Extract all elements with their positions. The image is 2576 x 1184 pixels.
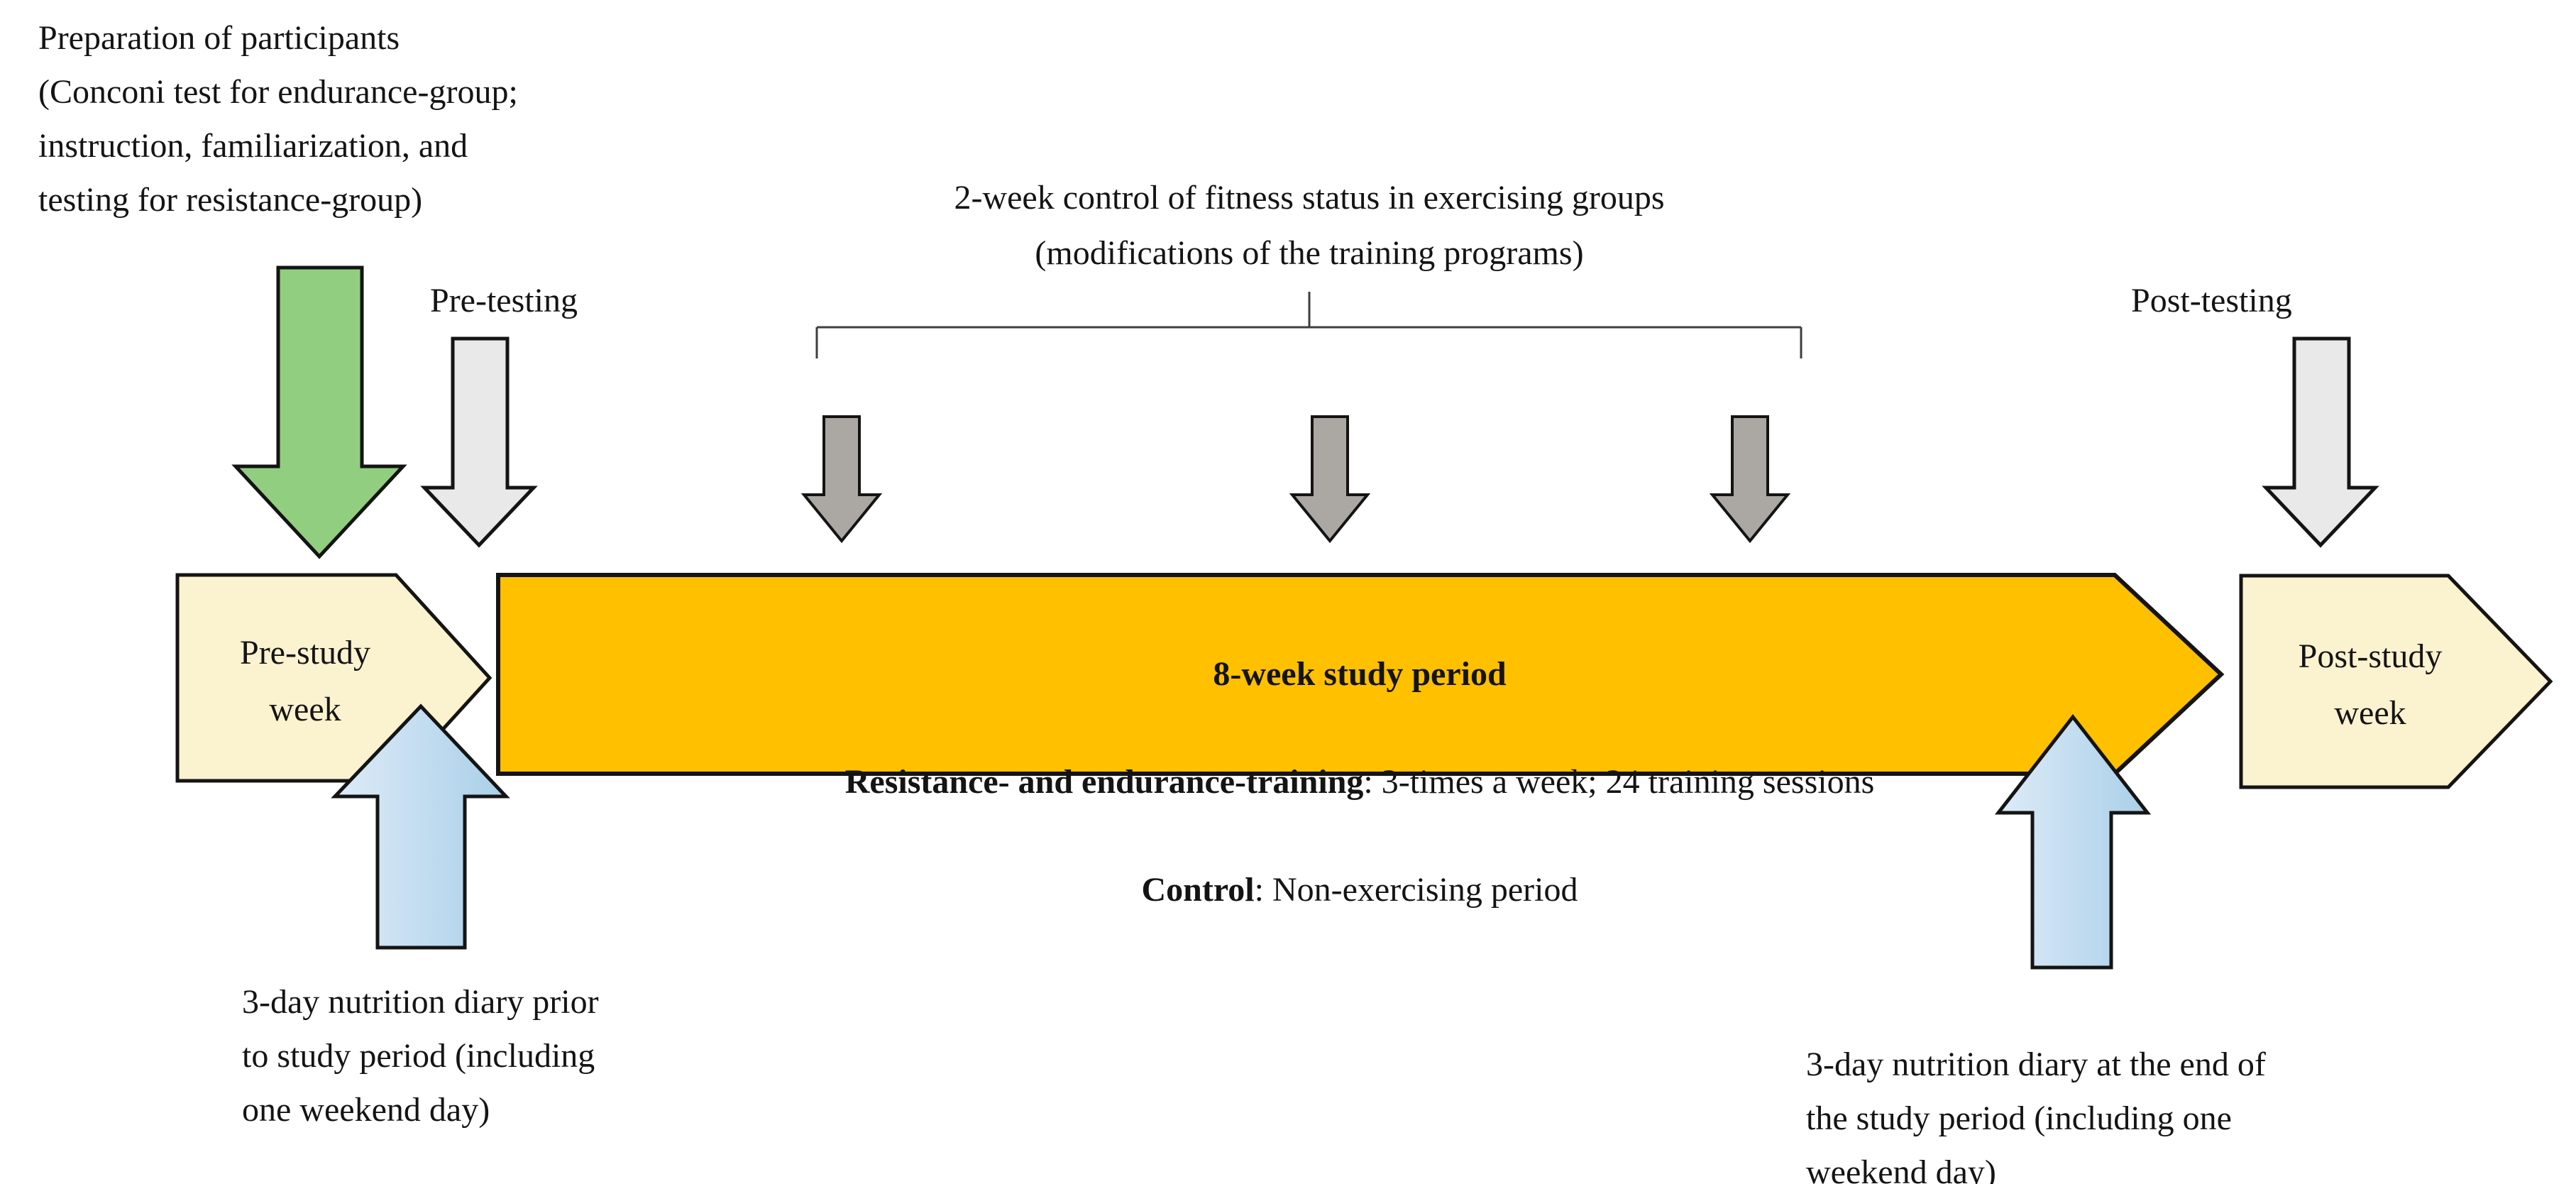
pre-testing-down-arrow-icon bbox=[420, 336, 538, 548]
pre-testing-label: Pre-testing bbox=[430, 282, 578, 319]
post-testing-label: Post-testing bbox=[2131, 282, 2292, 319]
fitness-check-arrow-1-icon bbox=[800, 415, 883, 544]
study-period-line1: 8-week study period bbox=[1213, 655, 1507, 693]
diary-post-note: 3-day nutrition diary at the end of the … bbox=[1806, 1046, 2266, 1184]
study-period-line2: Resistance- and endurance-training: 3-ti… bbox=[844, 763, 1875, 801]
fitness-control-note: 2-week control of fitness status in exer… bbox=[954, 179, 1665, 272]
diary-pre-note: 3-day nutrition diary prior to study per… bbox=[242, 983, 599, 1129]
post-testing-down-arrow-icon bbox=[2262, 336, 2379, 548]
fitness-check-arrow-3-icon bbox=[1709, 415, 1791, 544]
preparation-down-arrow-icon bbox=[231, 265, 407, 559]
nutrition-diary-up-arrow-left-icon bbox=[331, 703, 510, 950]
study-period-line3: Control: Non-exercising period bbox=[1141, 871, 1578, 909]
study-period-text: 8-week study period Resistance- and endu… bbox=[498, 593, 2221, 971]
fitness-check-arrow-2-icon bbox=[1289, 415, 1371, 544]
study-period-right-arrow-shape bbox=[496, 573, 2225, 776]
post-study-week-label: Post-study week bbox=[2298, 637, 2443, 732]
nutrition-diary-up-arrow-right-icon bbox=[1994, 713, 2152, 970]
post-study-week-shape bbox=[2239, 574, 2553, 789]
fitness-control-bracket bbox=[815, 292, 1802, 358]
pre-study-week-label: Pre-study week bbox=[240, 634, 370, 728]
preparation-note: Preparation of participants (Conconi tes… bbox=[38, 19, 518, 219]
